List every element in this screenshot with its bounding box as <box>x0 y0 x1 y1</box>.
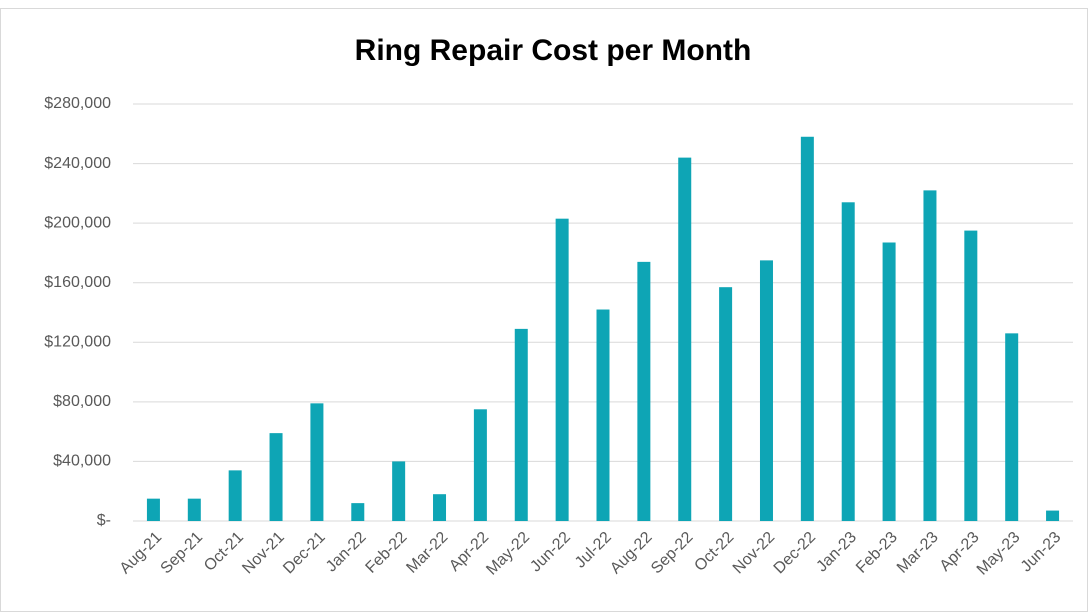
y-tick-label: $120,000 <box>44 334 111 351</box>
y-tick-label: $160,000 <box>44 274 111 291</box>
bar <box>759 260 773 521</box>
bar <box>146 498 160 521</box>
bar <box>841 202 855 522</box>
y-tick-label: $200,000 <box>44 214 111 231</box>
bar <box>555 218 569 522</box>
bar <box>1005 333 1019 521</box>
bar <box>310 403 324 521</box>
bar <box>473 409 487 521</box>
bar <box>923 190 937 521</box>
bar <box>964 230 978 521</box>
bar <box>1046 510 1060 521</box>
bar <box>269 433 283 521</box>
bar <box>637 261 651 521</box>
bar <box>596 309 610 521</box>
bar <box>392 461 406 521</box>
bar <box>719 287 733 521</box>
bar <box>228 470 242 521</box>
y-tick-label: $- <box>97 512 111 529</box>
y-tick-label: $240,000 <box>44 155 111 172</box>
bar <box>433 494 447 521</box>
bar <box>678 157 692 521</box>
chart-border <box>0 8 1088 612</box>
y-tick-label: $40,000 <box>53 453 111 470</box>
chart-title: Ring Repair Cost per Month <box>355 34 752 67</box>
y-tick-label: $280,000 <box>44 95 111 112</box>
bar <box>351 503 365 521</box>
bar <box>187 498 201 521</box>
y-tick-label: $80,000 <box>53 393 111 410</box>
bar <box>800 136 814 521</box>
bar <box>882 242 896 521</box>
bar <box>514 328 528 521</box>
